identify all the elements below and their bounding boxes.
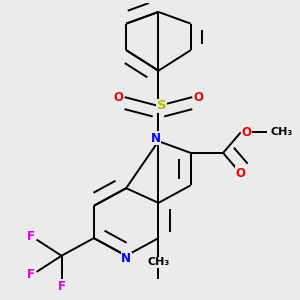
Text: O: O (114, 91, 124, 103)
Text: N: N (151, 132, 160, 145)
Text: S: S (157, 99, 166, 112)
Text: O: O (193, 91, 203, 103)
Text: F: F (58, 280, 65, 293)
Text: CH₃: CH₃ (147, 257, 170, 268)
Text: N: N (121, 252, 131, 265)
Text: O: O (242, 126, 252, 139)
Text: F: F (27, 268, 35, 281)
Text: O: O (236, 167, 246, 180)
Text: CH₃: CH₃ (270, 128, 292, 137)
Text: F: F (27, 230, 35, 243)
